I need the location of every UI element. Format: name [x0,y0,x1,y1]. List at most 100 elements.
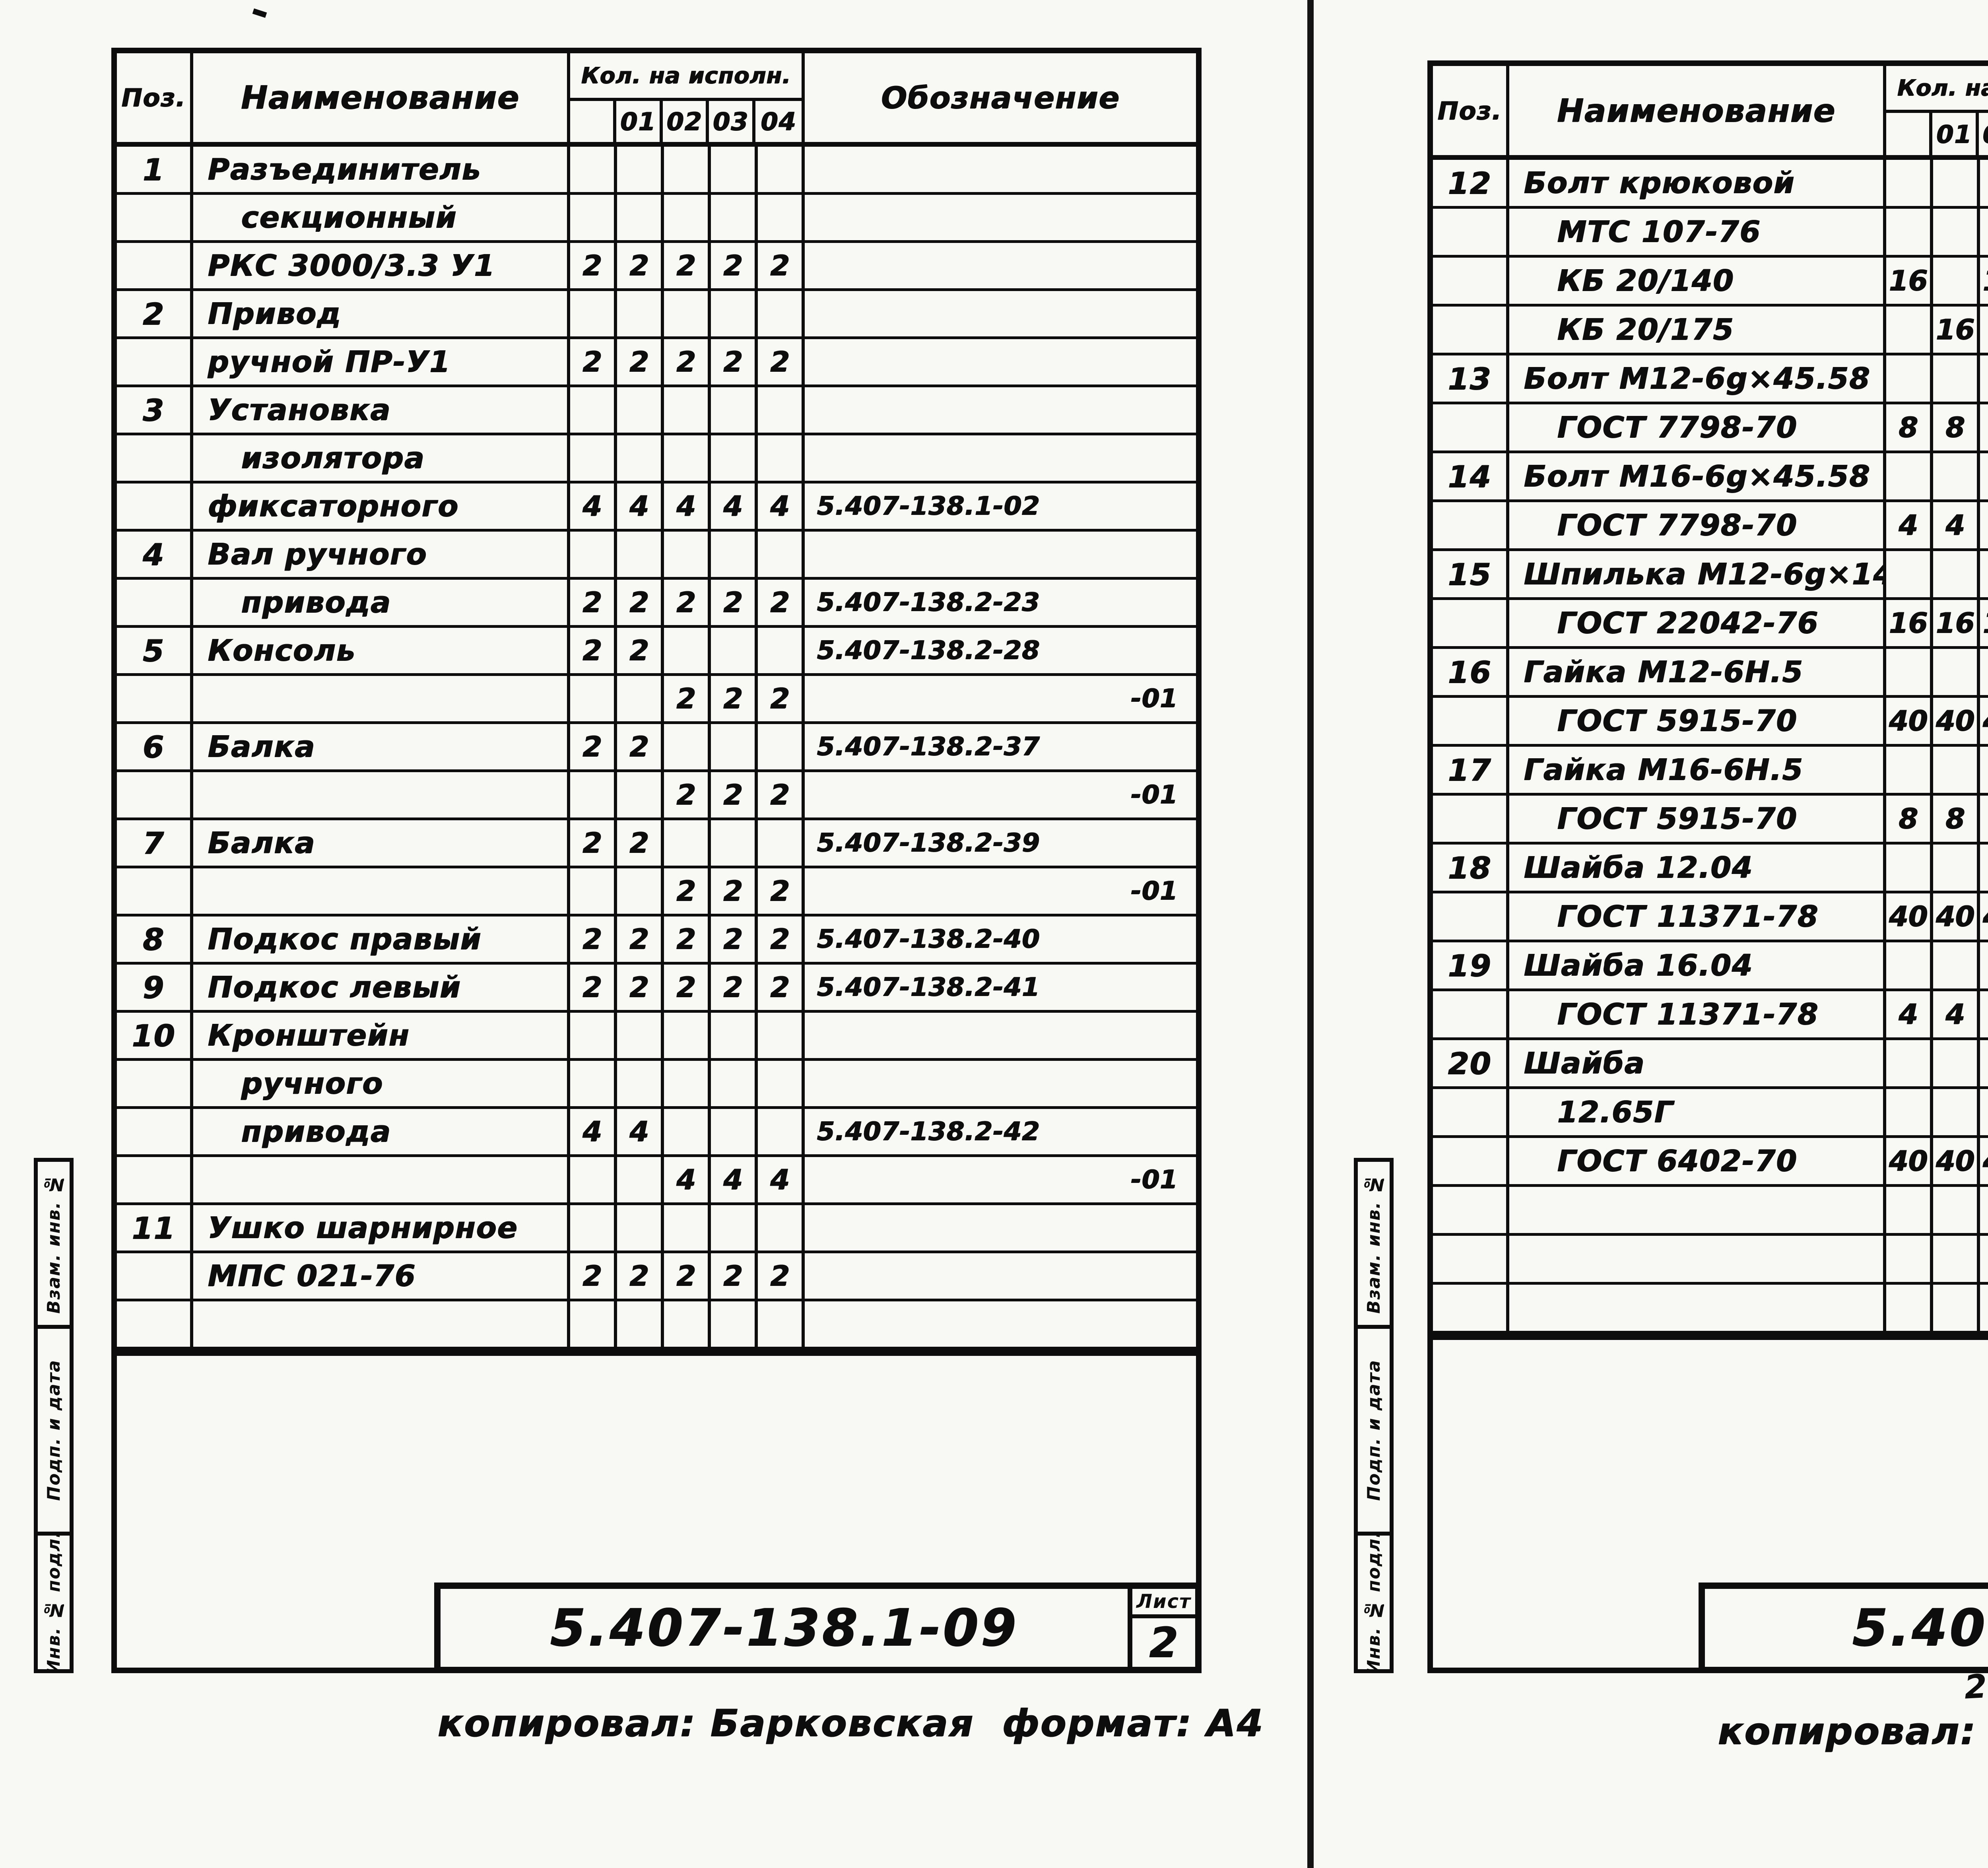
margin-strip: Взам. инв. № Подп. и дата Инв. № подл. [1354,1158,1394,1673]
qty-cell [758,1061,805,1106]
name-cell [1509,1285,1886,1331]
name-cell: ГОСТ 5915-70 [1509,698,1886,744]
qty-cell [1886,307,1933,353]
name-cell: Разъединитель [193,147,570,192]
header-poz: Поз. [1433,66,1509,155]
qty-cell: 2 [570,339,617,384]
header-exec-01: 01 [616,101,663,142]
name-cell: Вал ручного [193,532,570,577]
qty-cell [664,532,711,577]
qty-cell [711,532,758,577]
qty-cell [1886,1285,1933,1331]
name-cell: Гайка М16-6Н.5 [1509,747,1886,793]
table-row: секционный [117,195,1196,243]
table-row: МПС 021-76 2 2 2 2 2 [117,1253,1196,1301]
qty-cell [617,532,664,577]
qty-cell [570,532,617,577]
qty-cell [1886,942,1933,988]
qty-cell: 2 [664,243,711,288]
qty-cell: 8 [1933,796,1980,842]
poz-cell [1433,1138,1509,1184]
name-cell [193,1301,570,1347]
qty-cell [758,1013,805,1058]
poz-cell: 3 [117,387,193,433]
name-cell [193,772,570,817]
qty-cell: 2 [711,772,758,817]
table-row: 8 Подкос правый 2 2 2 2 2 5.407-138.2-40 [117,917,1196,965]
table-row: ГОСТ 6402-704040404040 [1433,1138,1988,1187]
qty-cell: 2 [570,1253,617,1299]
qty-cell [711,1061,758,1106]
qty-cell: 2 [758,868,805,914]
poz-cell: 14 [1433,453,1509,499]
qty-cell: 2 [617,965,664,1010]
name-cell: ГОСТ 11371-78 [1509,893,1886,940]
designation-cell: -01 [1130,876,1178,906]
qty-cell: 2 [758,580,805,625]
designation-code: 5.407-138.1-09 [549,1598,1019,1658]
poz-cell [117,772,193,817]
designation-cell [805,1301,1196,1347]
qty-cell: 2 [617,580,664,625]
name-cell: секционный [193,195,570,240]
qty-cell: 2 [617,339,664,384]
qty-cell [1980,649,1988,695]
qty-cell [1933,845,1980,891]
qty-cell: 4 [617,1109,664,1154]
qty-cell [570,868,617,914]
qty-cell: 8 [1933,404,1980,450]
name-cell: Шайба [1509,1040,1886,1086]
poz-cell: 10 [117,1013,193,1058]
margin-label-podp-data: Подп. и дата [34,1325,74,1532]
qty-cell [664,435,711,481]
table-row: изолятора [117,435,1196,484]
name-cell: Гайка М12-6Н.5 [1509,649,1886,695]
qty-cell [617,387,664,433]
qty-cell: 2 [617,724,664,769]
qty-cell: 40 [1886,698,1933,744]
qty-cell [570,1301,617,1347]
designation-cell [805,1013,1196,1058]
qty-cell: 4 [570,1109,617,1154]
qty-cell: 4 [1980,502,1988,548]
table-row: 4 4 4 -01 [117,1157,1196,1205]
header-exec-04: 04 [760,107,796,136]
qty-cell [758,435,805,481]
table-row: ГОСТ 5915-7088888 [1433,796,1988,845]
margin-label-vzam-inv: Взам. инв. № [1354,1158,1394,1325]
name-cell: Ушко шарнирное [193,1205,570,1251]
qty-cell [664,195,711,240]
qty-cell: 2 [664,580,711,625]
designation-cell: -01 [1130,1165,1178,1194]
qty-cell [1933,355,1980,402]
poz-cell [117,1157,193,1202]
qty-cell: 2 [711,676,758,721]
qty-cell [1886,1040,1933,1086]
qty-cell [758,195,805,240]
table-row: ГОСТ 11371-784040404040 [1433,893,1988,942]
qty-cell: 2 [711,868,758,914]
qty-cell [1886,845,1933,891]
header-exec-01: 01 [1932,113,1979,155]
designation-cell: 5.407-138.2-23 [817,588,1040,617]
poz-cell: 15 [1433,551,1509,597]
qty-cell [570,772,617,817]
qty-cell: 2 [617,1253,664,1299]
poz-cell [117,243,193,288]
name-cell: ГОСТ 6402-70 [1509,1138,1886,1184]
table-row: 1 Разъединитель [117,147,1196,195]
qty-cell [664,1061,711,1106]
designation-cell: 5.407-138.2-42 [817,1117,1040,1146]
table-row: 16 Гайка М12-6Н.5 [1433,649,1988,698]
poz-cell [1433,796,1509,842]
poz-cell [1433,1089,1509,1135]
poz-cell [117,1301,193,1347]
qty-cell [664,1013,711,1058]
qty-cell [711,387,758,433]
designation-cell: 5.407-138.2-41 [817,973,1040,1002]
qty-cell [570,435,617,481]
designation-cell [805,339,1196,384]
qty-cell [664,1301,711,1347]
